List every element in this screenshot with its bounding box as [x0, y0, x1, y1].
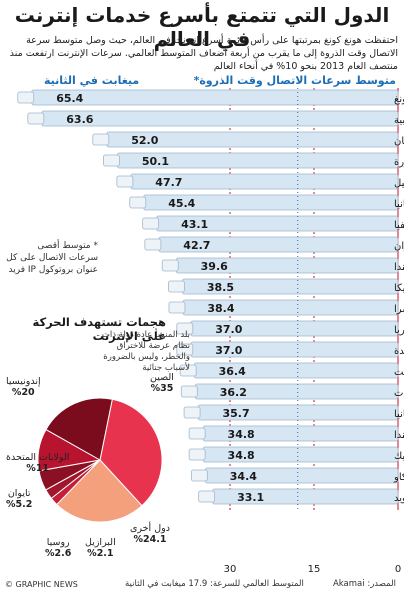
bar-value-label: 38.4: [207, 302, 234, 315]
bar-category-label: السويد: [394, 493, 404, 504]
bar-value-label: 34.8: [228, 428, 255, 441]
bar-value-label: 37.0: [215, 323, 242, 336]
pie-slice: [56, 459, 143, 523]
bar-category-label: بلغاريا: [394, 325, 404, 336]
bar-value-label: 38.5: [207, 281, 234, 294]
bar-category-label: هونغ كونغ: [394, 94, 404, 105]
x-tick-label: 30: [224, 564, 237, 575]
pie-slice-label: إندونيسيا %20: [6, 376, 41, 398]
credit: © GRAPHIC NEWS: [5, 580, 78, 589]
bar-category-label: سويسرا: [394, 304, 404, 315]
source-note: المصدر: Akamai: [332, 579, 396, 589]
bar-plug: [190, 469, 208, 482]
global-average-note: المتوسط العالمي للسرعة: 17.9 ميغابت في ا…: [125, 579, 304, 589]
bar-value-label: 63.6: [66, 113, 93, 126]
bar-plug: [179, 364, 197, 377]
bar-value-label: 34.8: [228, 449, 255, 462]
pie-slice-label: روسيا %2.6: [45, 537, 72, 559]
bar-category-label: جمهورية التشيك: [394, 451, 404, 462]
bar-plug: [176, 343, 194, 356]
bar-plug: [27, 112, 45, 125]
bar-plug: [161, 259, 179, 272]
footnote: * متوسط أقصى سرعات الاتصال على كل عنوان …: [6, 241, 98, 275]
bar-plug: [129, 196, 147, 209]
pie-slice-label: الولايات المتحدة %11: [6, 452, 70, 474]
bar-category-label: ماكاو: [393, 472, 404, 483]
bar-plug: [92, 133, 110, 146]
pie-chart-title: هجمات تستهدف الحركة على الإنترنت: [32, 315, 166, 343]
bar-category-label: بلجيكا: [394, 283, 404, 294]
bar-plug: [176, 322, 194, 335]
pie-slice: [45, 397, 113, 461]
x-tick-label: 15: [308, 564, 321, 575]
bar-category-label: الإمارات: [394, 388, 404, 399]
bar-value-label: 50.1: [142, 155, 169, 168]
bar-value-label: 36.2: [220, 386, 247, 399]
bar-chart-unit: ميغابت في الثانية: [44, 74, 140, 87]
bar-value-label: 36.4: [219, 365, 246, 378]
bar-value-label: 33.1: [237, 491, 264, 504]
bar-category-label: سنغافورة: [394, 157, 404, 168]
bar-value-label: 37.0: [215, 344, 242, 357]
bar-plug: [188, 448, 206, 461]
bar-plug: [116, 175, 134, 188]
pie-slice-label: الصين %35: [150, 372, 174, 394]
bar-value-label: 65.4: [56, 92, 83, 105]
bar-category-label: هولندا: [394, 262, 404, 273]
bar-plug: [168, 301, 186, 314]
bar-value-label: 43.1: [181, 218, 208, 231]
pie-slice: [99, 398, 163, 507]
bar-plug: [167, 280, 185, 293]
pie-slice-label: دول أخرى %24.1: [130, 523, 170, 545]
bar-value-label: 45.4: [168, 197, 195, 210]
bar-category-label: إسرائيل: [394, 178, 404, 189]
bar-plug: [17, 91, 35, 104]
bar-plug: [188, 427, 206, 440]
bar-category-label: رومانيا: [394, 199, 404, 210]
x-tick-label: 0: [395, 564, 401, 575]
bar-value-label: 47.7: [155, 176, 182, 189]
bar-plug: [103, 154, 120, 167]
bar-category-label: بريطانيا: [394, 409, 404, 420]
bar-value-label: 39.6: [201, 260, 228, 273]
bar-value-label: 52.0: [131, 134, 158, 147]
bar: [41, 110, 399, 127]
bar-category-label: اليابان: [394, 136, 404, 147]
bar-plug: [183, 406, 201, 419]
bar-value-label: 35.7: [223, 407, 250, 420]
pie-slice-label: تايوان %5.2: [6, 488, 33, 510]
bar-category-label: الولايات المتحدة: [394, 346, 404, 357]
pie-chart-description: بلد المنشأ عادة دولة ذات نظام عرضة للاخت…: [101, 330, 190, 373]
bar-category-label: لاتفيا: [394, 220, 404, 231]
bar-plug: [198, 490, 216, 503]
bar-category-label: تايوان: [394, 241, 404, 252]
bar-category-label: كوريا الجنوبية: [394, 115, 404, 126]
bar-value-label: 42.7: [183, 239, 210, 252]
intro-text: احتفظت هونغ كونغ بمرتبتها على رأس قائمة …: [9, 35, 398, 72]
bar: [31, 89, 399, 106]
pie-slice-label: البرازيل %2.1: [85, 537, 116, 559]
page-title: الدول التي تتمتع بأسرع خدمات إنترنت في ا…: [14, 3, 390, 51]
bar-plug: [144, 238, 162, 251]
bar-category-label: كندا: [394, 430, 404, 441]
bar-category-label: الكويت: [394, 367, 404, 378]
bar-value-label: 34.4: [230, 470, 257, 483]
bar-plug: [142, 217, 160, 230]
bar-chart-title: متوسط سرعات الاتصال وقت الذروة*: [193, 74, 396, 87]
bar-plug: [180, 385, 198, 398]
